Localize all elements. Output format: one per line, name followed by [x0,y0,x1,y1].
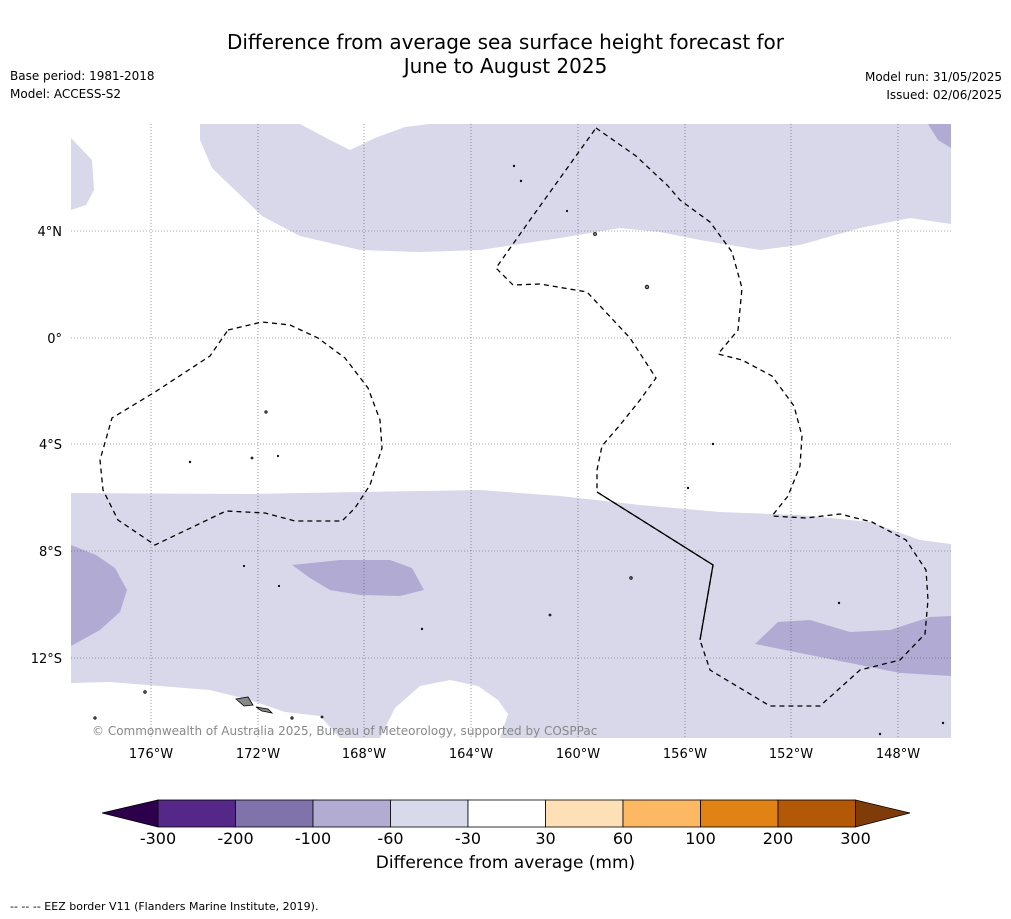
eez-border-west [99,321,383,546]
longitude-label: 156°W [663,747,707,762]
north-anomaly-band [200,124,951,252]
longitude-labels: 176°W 172°W 168°W 164°W 160°W 156°W 152°W 148°W [129,747,920,762]
colorbar-tick-label: 60 [613,829,633,848]
colorbar-segment [157,799,236,828]
longitude-label: 176°W [129,747,173,762]
island-dot [277,584,281,588]
latitude-labels: 4°N 0° 4°S 8°S 12°S [31,225,62,667]
island-dot [941,721,945,725]
base-period: Base period: 1981-2018 [10,69,155,83]
latitude-label: 4°N [38,225,63,240]
model-name: Model: ACCESS-S2 [10,87,122,101]
title-line-2: June to August 2025 [403,54,608,78]
island-dot [320,715,324,719]
northwest-patch [71,138,94,210]
map-credit: © Commonwealth of Australia 2025, Bureau… [92,724,598,738]
colorbar-segment [700,799,779,828]
colorbar-segment [235,799,314,828]
colorbar-label: Difference from average (mm) [375,853,636,873]
island-samoa-west [235,696,254,707]
colorbar-tick-label: -60 [377,829,403,848]
island-dot [519,179,523,183]
west-strong-patch [71,545,127,646]
colorbar-tick-label: 200 [763,829,794,848]
island-dot [686,486,690,490]
island-dot [188,460,192,464]
colorbar-tick-label: -200 [217,829,253,848]
eez-border-solid [596,491,714,641]
eez-border-central [495,127,929,707]
colorbar-tick-label: -100 [295,829,331,848]
colorbar-segment [390,799,469,828]
island-dot [143,690,147,694]
colorbar-extend-low [101,799,159,828]
colorbar-extend-high [855,799,911,828]
latitude-label: 8°S [39,545,62,560]
colorbar-segment [777,799,856,828]
island-dot [593,232,597,236]
island-dot [242,564,246,568]
right-meta: Model run: 31/05/2025 Issued: 02/06/2025 [865,68,1002,104]
island-dot [290,716,294,720]
colorbar-tick-label: 300 [840,829,871,848]
eez-footnote: -- -- -- EEZ border V11 (Flanders Marine… [10,900,319,913]
title-line-1: Difference from average sea surface heig… [226,30,785,54]
eez-borders [99,127,929,707]
northeast-patch [928,124,951,148]
longitude-label: 160°W [556,747,600,762]
map-title: Difference from average sea surface heig… [0,30,1011,78]
island-dot [837,601,841,605]
east-strong-patch [755,616,951,676]
island-dot [629,576,633,580]
map-fields [71,124,951,738]
island-dot [644,284,650,290]
island-dot [420,627,424,631]
colorbar-tick-label: 30 [535,829,555,848]
latitude-label: 0° [47,332,62,347]
longitude-label: 168°W [342,747,386,762]
colorbar-tick-label: -30 [455,829,481,848]
islands [93,164,945,736]
graticule [71,124,951,738]
island-dot [565,209,569,213]
model-run: Model run: 31/05/2025 [864,70,1002,84]
longitude-label: 148°W [876,747,920,762]
island-dot [512,164,516,168]
colorbar-tick-label: 100 [685,829,716,848]
issued-date: Issued: 02/06/2025 [886,88,1002,102]
longitude-label: 164°W [449,747,493,762]
south-gap-center [380,680,508,738]
island-dot [250,456,254,460]
south-gap-west [71,682,340,738]
left-meta: Base period: 1981-2018 Model: ACCESS-S2 [10,67,155,103]
island-samoa-east [255,706,274,714]
colorbar-segment [545,799,624,828]
colorbar: -300 -200 -100 -60 -30 30 60 100 200 300 [101,799,911,848]
colorbar-tick-label: -300 [140,829,176,848]
island-dot [878,732,882,736]
colorbar-segment [312,799,391,828]
island-dot [93,716,97,720]
latitude-label: 4°S [39,438,62,453]
latitude-label: 12°S [31,652,62,667]
island-dot [548,613,552,617]
island-dot [264,410,268,414]
island-dot [711,442,715,446]
longitude-label: 172°W [236,747,280,762]
colorbar-segment [622,799,701,828]
longitude-label: 152°W [769,747,813,762]
island-dot [276,454,280,458]
north-gap [300,124,430,150]
colorbar-segment [467,799,546,828]
central-strong-patch [292,560,424,596]
south-anomaly-band [71,490,951,738]
